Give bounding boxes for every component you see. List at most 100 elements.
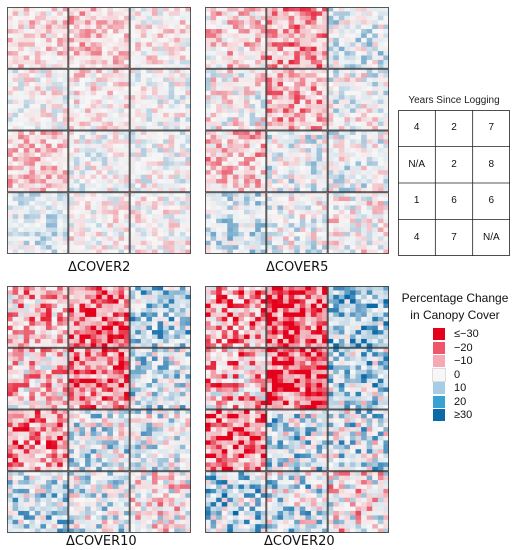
heatmap-cell <box>146 316 153 322</box>
heatmap-cell <box>344 33 351 39</box>
heatmap-cell <box>146 42 153 47</box>
heatmap-cell <box>118 290 125 296</box>
heatmap-cell <box>163 29 169 34</box>
heatmap-cell <box>185 55 191 61</box>
heatmap-cell <box>68 139 75 145</box>
heatmap-cell <box>40 387 47 393</box>
heatmap-cell <box>12 286 19 291</box>
heatmap-cell <box>124 161 130 167</box>
heatmap-cell <box>316 20 323 25</box>
heatmap-cell <box>40 321 47 326</box>
heatmap-cell <box>383 77 389 83</box>
heatmap-cell <box>221 11 228 17</box>
heatmap-cell <box>361 11 367 17</box>
heatmap-cell <box>85 369 91 375</box>
heatmap-cell <box>57 130 64 136</box>
heatmap-cell <box>163 365 169 371</box>
heatmap-cell <box>90 422 97 428</box>
heatmap-cell <box>68 325 75 331</box>
heatmap-cell <box>101 196 108 202</box>
heatmap-cell <box>163 37 169 43</box>
heatmap-cell <box>146 77 153 83</box>
heatmap-cell <box>168 290 175 296</box>
heatmap-cell <box>34 29 41 34</box>
heatmap-cell <box>12 156 19 162</box>
heatmap-cell <box>57 330 64 335</box>
heatmap-cell <box>299 143 306 149</box>
heatmap-cell <box>34 227 41 233</box>
heatmap-cell <box>151 418 158 424</box>
heatmap-cell <box>366 187 373 193</box>
heatmap-cell <box>57 104 64 109</box>
heatmap-cell <box>18 183 25 189</box>
heatmap-cell <box>46 134 52 140</box>
heatmap-cell <box>90 316 97 322</box>
heatmap-cell <box>310 73 317 78</box>
heatmap-cell <box>57 112 64 118</box>
heatmap-cell <box>129 161 136 167</box>
heatmap-cell <box>205 81 211 87</box>
heatmap-cell <box>163 55 169 61</box>
heatmap-cell <box>221 86 228 92</box>
heatmap-cell <box>157 179 164 184</box>
heatmap-cell <box>185 369 191 375</box>
heatmap-cell <box>185 343 191 349</box>
heatmap-cell <box>23 90 30 96</box>
heatmap-cell <box>310 245 317 250</box>
heatmap-cell <box>185 192 191 197</box>
heatmap-cell <box>73 126 80 131</box>
heatmap-cell <box>277 187 284 193</box>
heatmap-cell <box>288 179 295 184</box>
heatmap-cell <box>174 24 181 30</box>
heatmap-cell <box>23 396 30 401</box>
heatmap-cell <box>85 33 91 39</box>
heatmap-cell <box>85 360 91 366</box>
heatmap-cell <box>294 46 301 52</box>
heatmap-cell <box>205 152 211 158</box>
heatmap-cell <box>90 165 97 171</box>
heatmap-cell <box>57 77 64 83</box>
heatmap-cell <box>112 121 119 127</box>
heatmap-cell <box>29 143 36 149</box>
heatmap-cell <box>338 46 345 52</box>
heatmap-cell <box>168 383 175 388</box>
heatmap-cell <box>146 334 153 340</box>
heatmap-cell <box>46 453 52 459</box>
heatmap-cell <box>107 308 114 313</box>
heatmap-cell <box>232 126 239 131</box>
heatmap-cell <box>163 33 169 39</box>
heatmap-cell <box>216 11 223 17</box>
heatmap-cell <box>118 303 125 309</box>
heatmap-cell <box>73 422 80 428</box>
heatmap-cell <box>29 405 36 410</box>
heatmap-cell <box>129 134 136 140</box>
heatmap-cell <box>333 99 340 105</box>
heatmap-cell <box>40 73 47 78</box>
heatmap-cell <box>316 192 323 197</box>
heatmap-cell <box>101 86 108 92</box>
heatmap-cell <box>168 86 175 92</box>
heatmap-cell <box>355 126 362 131</box>
heatmap-cell <box>349 245 356 250</box>
heatmap-cell <box>79 405 86 410</box>
heatmap-cell <box>57 249 64 254</box>
heatmap-cell <box>85 405 91 410</box>
heatmap-cell <box>238 249 245 254</box>
heatmap-cell <box>23 192 30 197</box>
heatmap-cell <box>333 179 340 184</box>
heatmap-cell <box>124 240 130 246</box>
heatmap-cell <box>96 422 103 428</box>
heatmap-cell <box>163 201 169 206</box>
heatmap-cell <box>112 405 119 410</box>
heatmap-cell <box>210 227 217 233</box>
heatmap-cell <box>310 117 317 122</box>
heatmap-cell <box>372 99 379 105</box>
heatmap-cell <box>146 369 153 375</box>
heatmap-cell <box>79 312 86 318</box>
heatmap-cell <box>23 236 30 242</box>
heatmap-cell <box>316 196 323 202</box>
heatmap-cell <box>232 59 239 65</box>
heatmap-cell <box>90 308 97 313</box>
heatmap-cell <box>96 236 103 242</box>
heatmap-cell <box>157 104 164 109</box>
